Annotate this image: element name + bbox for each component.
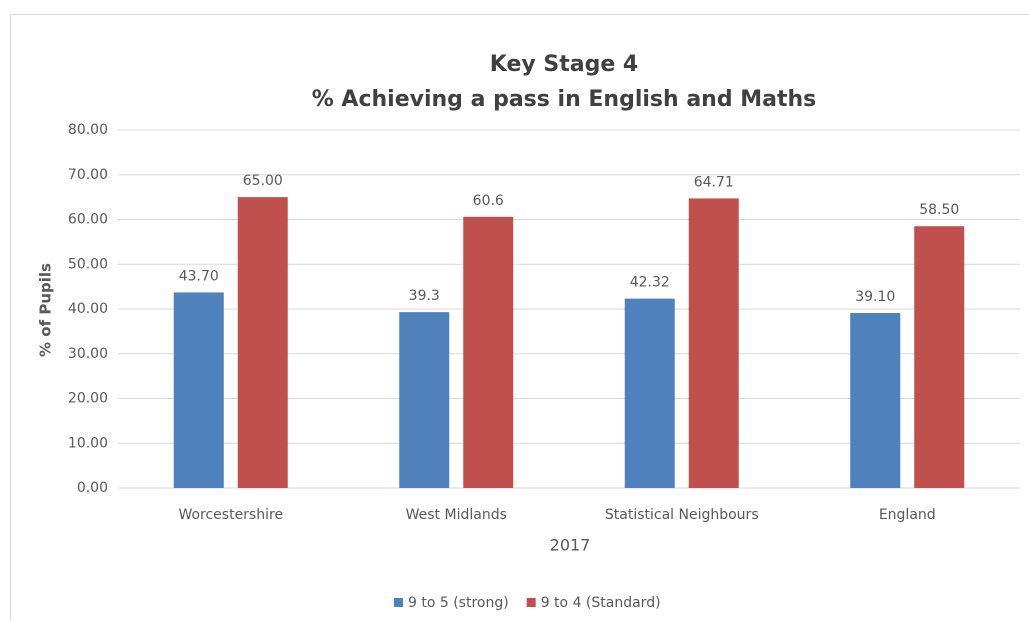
bar bbox=[173, 292, 224, 488]
chart-title: Key Stage 4 bbox=[490, 52, 638, 77]
x-tick-label: West Midlands bbox=[406, 507, 507, 523]
y-tick-label: 0.00 bbox=[77, 480, 108, 496]
value-label: 64.71 bbox=[694, 174, 734, 190]
bar bbox=[463, 216, 514, 488]
bar bbox=[850, 313, 901, 488]
y-tick-label: 50.00 bbox=[68, 256, 108, 272]
legend-swatch bbox=[526, 598, 536, 607]
y-tick-label: 40.00 bbox=[68, 301, 108, 317]
x-tick-label: Statistical Neighbours bbox=[605, 507, 759, 523]
y-tick-label: 30.00 bbox=[68, 346, 108, 362]
y-tick-label: 20.00 bbox=[68, 391, 108, 407]
value-label: 42.32 bbox=[630, 275, 670, 291]
y-tick-label: 60.00 bbox=[68, 212, 108, 228]
value-label: 43.70 bbox=[179, 268, 219, 284]
bar bbox=[624, 298, 675, 488]
value-label: 39.3 bbox=[409, 288, 440, 304]
legend-label: 9 to 5 (strong) bbox=[408, 595, 509, 611]
bar bbox=[237, 197, 288, 488]
x-axis-label: 2017 bbox=[550, 536, 591, 555]
bar bbox=[688, 198, 739, 489]
value-label: 65.00 bbox=[243, 173, 283, 189]
value-label: 60.6 bbox=[473, 193, 504, 209]
x-tick-label: England bbox=[879, 507, 936, 523]
value-label: 39.10 bbox=[855, 289, 895, 305]
legend-label: 9 to 4 (Standard) bbox=[541, 595, 661, 611]
value-label: 58.50 bbox=[919, 202, 959, 218]
y-tick-label: 10.00 bbox=[68, 435, 108, 451]
legend-swatch bbox=[394, 598, 403, 607]
y-axis-label: % of Pupils bbox=[37, 263, 55, 357]
bar bbox=[399, 312, 450, 488]
x-tick-label: Worcestershire bbox=[178, 507, 283, 523]
chart-subtitle: % Achieving a pass in English and Maths bbox=[312, 87, 817, 112]
y-tick-label: 80.00 bbox=[68, 122, 108, 138]
bar bbox=[914, 226, 965, 488]
y-tick-label: 70.00 bbox=[68, 167, 108, 183]
